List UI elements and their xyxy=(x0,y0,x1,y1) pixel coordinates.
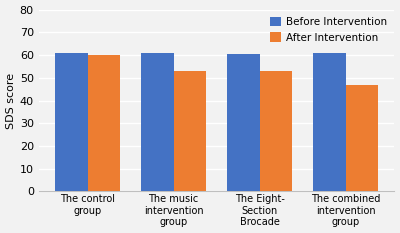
Bar xyxy=(174,71,206,192)
Legend: Before Intervention, After Intervention: Before Intervention, After Intervention xyxy=(268,15,389,45)
Y-axis label: SDS score: SDS score xyxy=(6,72,16,129)
Bar xyxy=(55,53,88,192)
Bar xyxy=(346,85,378,192)
Bar xyxy=(141,53,174,192)
Bar xyxy=(260,71,292,192)
Bar xyxy=(227,54,260,192)
Bar xyxy=(313,53,346,192)
Bar xyxy=(88,55,120,192)
